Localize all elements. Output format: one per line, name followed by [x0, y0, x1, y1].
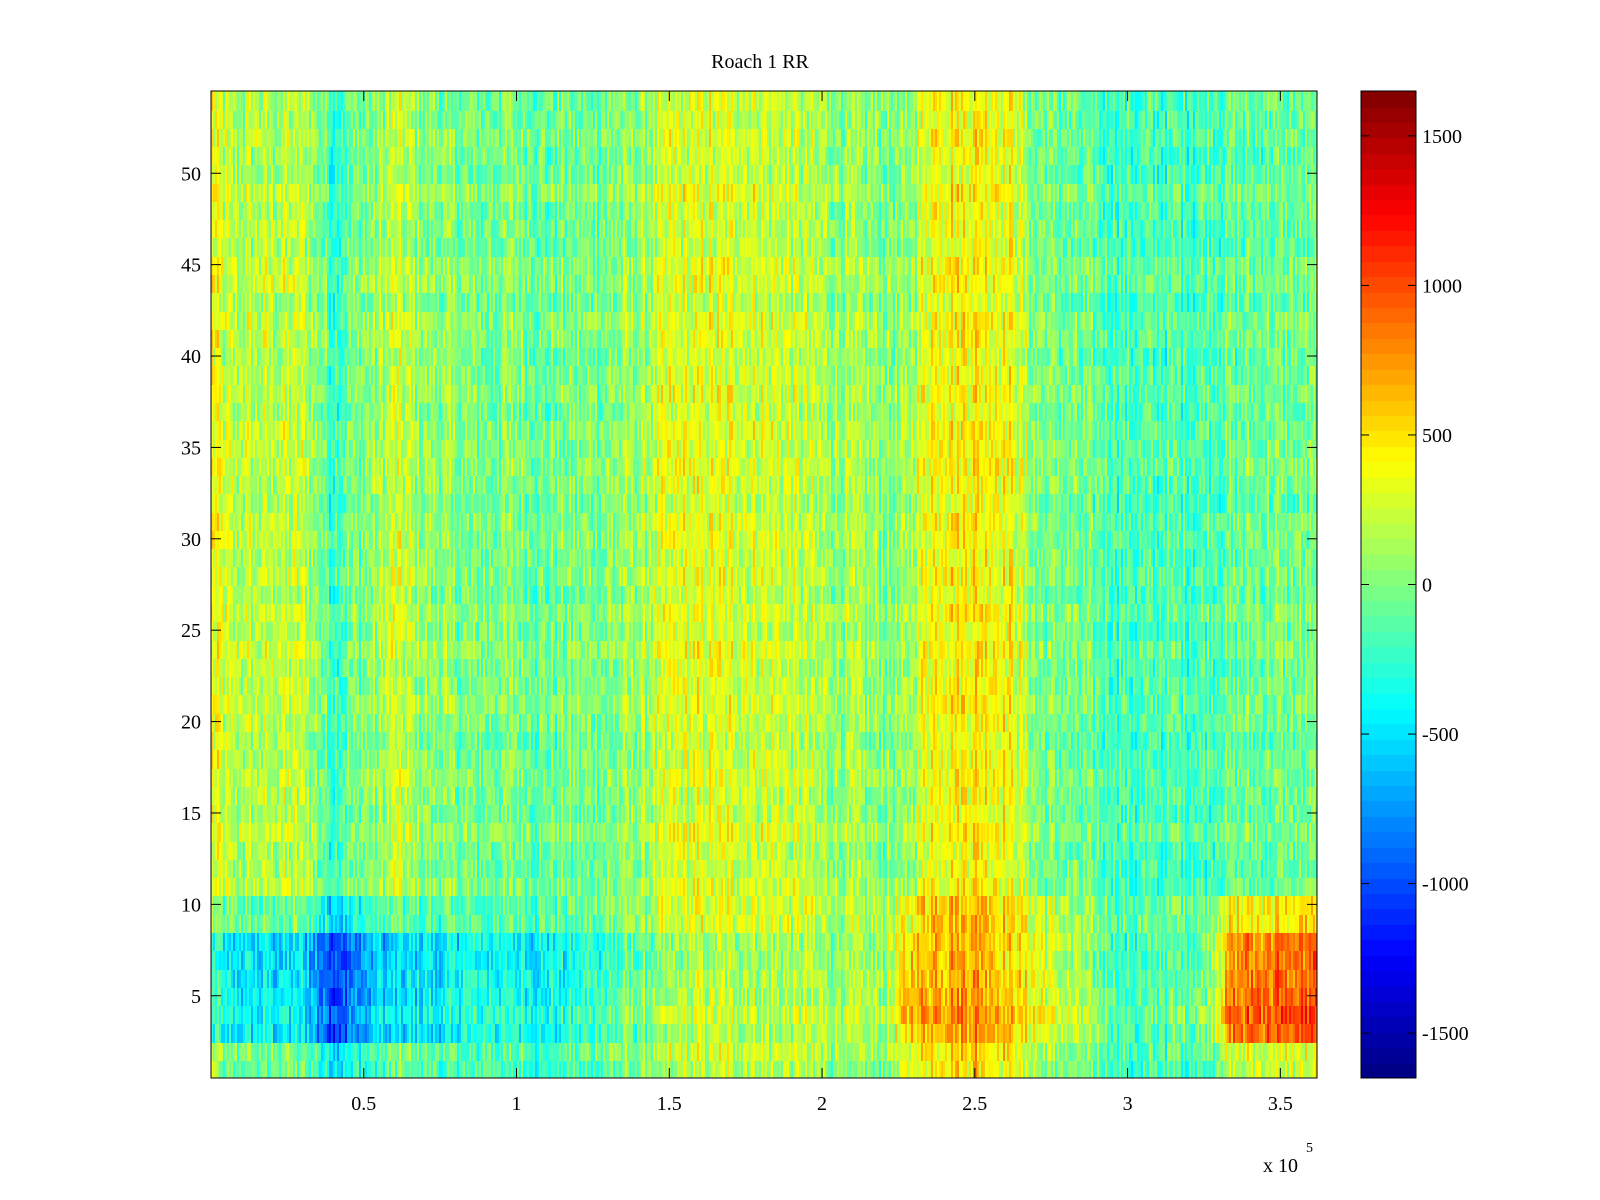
colorbar-frame — [1360, 90, 1417, 1079]
colorbar-tick-label: -1500 — [1422, 1023, 1469, 1045]
x-tick-label: 1 — [512, 1093, 522, 1115]
y-tick-label: 25 — [181, 620, 201, 642]
x-tick-label: 3.5 — [1268, 1093, 1293, 1115]
colorbar-tick-label: 1000 — [1422, 275, 1462, 297]
x-exponent-label: x 10 — [1263, 1155, 1298, 1177]
heatmap-image — [211, 91, 1317, 1078]
y-axis-ticks: 5 10 15 20 25 30 35 40 45 50 — [181, 163, 1317, 1008]
y-tick-label: 35 — [181, 437, 201, 459]
colorbar-ticks: -1500 -1000 -500 0 500 1000 1500 — [1361, 126, 1469, 1045]
y-tick-label: 45 — [181, 255, 201, 277]
colorbar-tick-label: 0 — [1422, 575, 1432, 597]
y-tick-label: 15 — [181, 803, 201, 825]
colorbar-image — [1361, 91, 1416, 1078]
plot-frame — [210, 90, 1318, 1079]
y-tick-label: 30 — [181, 529, 201, 551]
colorbar-tick-label: 1500 — [1422, 126, 1462, 148]
x-tick-label: 3 — [1123, 1093, 1133, 1115]
y-tick-label: 40 — [181, 346, 201, 368]
x-tick-label: 1.5 — [657, 1093, 682, 1115]
y-tick-label: 50 — [181, 163, 201, 185]
x-exponent-power: 5 — [1306, 1141, 1313, 1156]
y-tick-label: 10 — [181, 894, 201, 916]
x-tick-label: 2.5 — [962, 1093, 987, 1115]
colorbar-tick-label: -1000 — [1422, 874, 1469, 896]
chart-title: Roach 1 RR — [711, 51, 809, 73]
colorbar-tick-label: -500 — [1422, 724, 1459, 746]
x-axis-ticks: 0.5 1 1.5 2 2.5 3 3.5 — [351, 91, 1293, 1115]
colorbar-tick-label: 500 — [1422, 425, 1452, 447]
x-tick-label: 2 — [817, 1093, 827, 1115]
y-tick-label: 5 — [191, 986, 201, 1008]
y-tick-label: 20 — [181, 712, 201, 734]
x-tick-label: 0.5 — [351, 1093, 376, 1115]
